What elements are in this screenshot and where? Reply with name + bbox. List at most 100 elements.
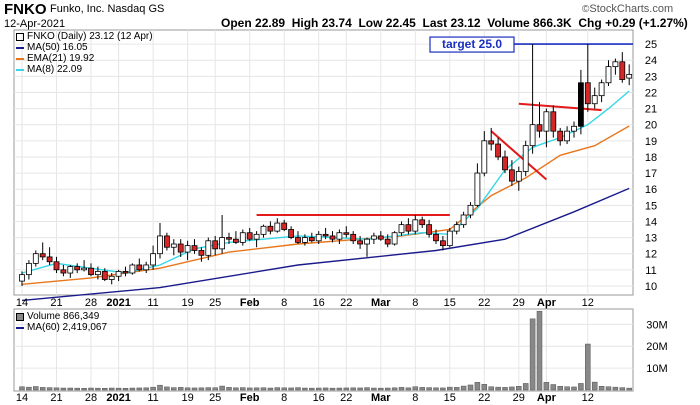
legend-volume: Volume 866,349 bbox=[16, 311, 107, 322]
volume-bar bbox=[246, 387, 253, 391]
x-tick-label-bottom: Apr bbox=[537, 392, 557, 404]
candle-body bbox=[460, 214, 467, 226]
copyright-icon: © bbox=[582, 4, 590, 15]
candle-body bbox=[439, 240, 446, 247]
volume-bar bbox=[509, 386, 515, 391]
volume-bar bbox=[184, 387, 191, 391]
open-label: Open bbox=[221, 16, 252, 30]
candle-body bbox=[191, 245, 198, 251]
volume-tick-label: 10M bbox=[646, 363, 667, 375]
volume-bar bbox=[564, 386, 570, 391]
x-tick-label: 19 bbox=[181, 297, 193, 309]
candle-body bbox=[529, 124, 536, 147]
price-tick-label: 24 bbox=[645, 55, 657, 67]
volume-bar bbox=[412, 386, 419, 391]
volume-legend: Volume 866,349 MA(60) 2,419,067 bbox=[16, 311, 107, 333]
volume-bar bbox=[205, 387, 212, 391]
candle-body bbox=[357, 240, 364, 245]
target-label-box bbox=[429, 36, 515, 53]
price-tick-label: 18 bbox=[645, 152, 657, 164]
volume-bar bbox=[309, 387, 315, 391]
candle-body bbox=[163, 235, 170, 248]
volume-bar bbox=[233, 387, 239, 391]
x-tick-label: 8 bbox=[412, 297, 418, 309]
volume-bar bbox=[164, 386, 170, 391]
candle-body bbox=[274, 222, 281, 232]
candle-body bbox=[336, 232, 343, 240]
x-tick-label: 28 bbox=[85, 297, 97, 309]
candle-body bbox=[232, 238, 239, 243]
candle-body bbox=[612, 61, 619, 68]
volume-bar bbox=[433, 387, 439, 391]
volume-bar bbox=[288, 387, 294, 391]
candle-body bbox=[122, 271, 129, 274]
x-tick-label: Mar bbox=[371, 297, 391, 309]
chart-date: 12-Apr-2021 bbox=[4, 18, 66, 30]
candle-body bbox=[557, 130, 564, 142]
price-tick-label: 22 bbox=[645, 87, 657, 99]
price-panel-frame bbox=[13, 29, 634, 296]
volume-bar bbox=[33, 386, 39, 391]
candle-body bbox=[32, 253, 39, 264]
volume-bar bbox=[260, 387, 267, 391]
ticker-symbol: FNKO bbox=[4, 1, 47, 18]
candle-body bbox=[295, 237, 301, 243]
price-tick-label: 15 bbox=[645, 200, 657, 212]
volume-bar bbox=[60, 387, 67, 391]
volume-bar bbox=[481, 384, 488, 391]
candle-body bbox=[370, 235, 377, 240]
volume-bar bbox=[157, 384, 163, 391]
volume-bar bbox=[598, 386, 605, 391]
legend-ma50-text: MA(50) 16.05 bbox=[27, 42, 88, 53]
volume-bar bbox=[474, 382, 481, 391]
volume-bar bbox=[467, 384, 474, 391]
candle-body bbox=[115, 271, 122, 277]
target-line: target 25.0 bbox=[429, 36, 633, 53]
candle-body bbox=[343, 232, 350, 235]
candle-body bbox=[426, 224, 433, 235]
candle-swatch-icon bbox=[16, 32, 24, 41]
volume-bar bbox=[488, 386, 494, 391]
candle-body bbox=[550, 111, 557, 132]
volume-bar bbox=[281, 387, 287, 391]
legend-volume-text: Volume 866,349 bbox=[27, 311, 100, 322]
volume-bar bbox=[136, 387, 143, 391]
candle-body bbox=[184, 245, 191, 253]
ma50-line bbox=[21, 187, 630, 302]
volume-bar bbox=[384, 387, 391, 391]
volume-bar bbox=[129, 387, 136, 391]
candle-body bbox=[226, 237, 232, 240]
candle-body bbox=[136, 264, 143, 271]
volume-bar bbox=[212, 387, 218, 391]
candle-body bbox=[467, 204, 474, 216]
price-tick-label: 21 bbox=[645, 104, 657, 116]
x-tick-label-bottom: 21 bbox=[50, 392, 62, 404]
volume-grid bbox=[14, 309, 633, 391]
volume-bar bbox=[543, 382, 550, 391]
volume-bar bbox=[102, 387, 108, 391]
company-name: Funko, Inc. Nasdaq GS bbox=[50, 3, 164, 15]
candle-body bbox=[267, 225, 274, 232]
x-tick-label-bottom: 2021 bbox=[106, 392, 130, 404]
price-tick-label: 25 bbox=[645, 39, 657, 51]
candle-body bbox=[605, 66, 612, 84]
exchange-label: Nasdaq GS bbox=[107, 3, 165, 15]
candle-body bbox=[315, 233, 322, 242]
price-tick-label: 14 bbox=[645, 216, 657, 228]
x-tick-label: Apr bbox=[537, 297, 557, 309]
volume-bar bbox=[391, 387, 398, 391]
legend-ma60: MA(60) 2,419,067 bbox=[16, 322, 107, 333]
volume-bar bbox=[522, 383, 529, 391]
x-tick-label-bottom: 19 bbox=[181, 392, 193, 404]
volume-bar bbox=[267, 387, 274, 391]
x-tick-label-bottom: 8 bbox=[412, 392, 418, 404]
stockcharts-credit[interactable]: ©StockCharts.com bbox=[582, 3, 673, 15]
ma60-swatch-icon bbox=[16, 326, 24, 329]
candle-body bbox=[288, 229, 295, 238]
candle-body bbox=[322, 233, 329, 237]
volume-bar bbox=[191, 387, 198, 391]
candle-body bbox=[350, 233, 357, 242]
candle-body bbox=[25, 262, 32, 276]
chg-label: Chg bbox=[578, 16, 602, 30]
candle-body bbox=[474, 172, 481, 206]
